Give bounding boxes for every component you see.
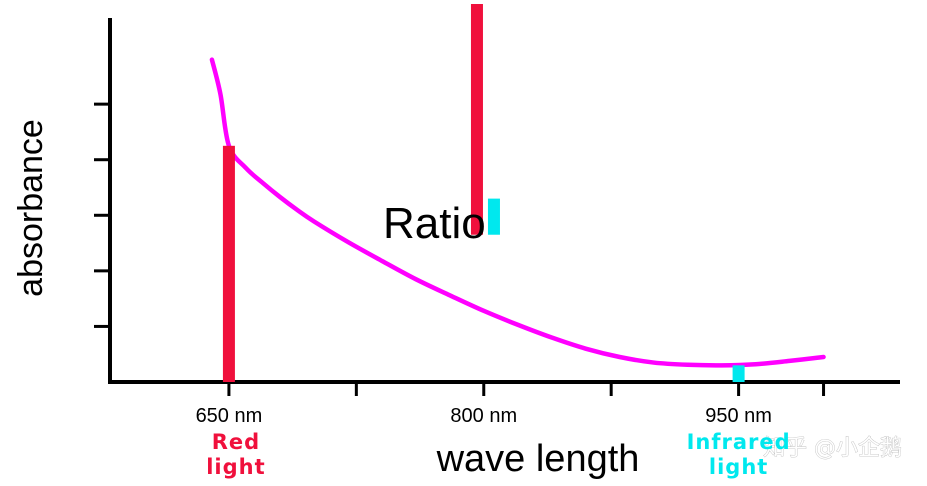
axes-layer: 650 nm 800 nm 950 nm — [94, 18, 900, 427]
ratio-label: Ratio — [383, 199, 486, 248]
annotation-2-line-1: Infrared — [687, 430, 791, 454]
series-layer — [209, 57, 826, 368]
annotation-1-line-1: Red — [212, 430, 260, 454]
annotation-1-line-2: light — [206, 455, 265, 479]
x-tick-label-1: 650 nm — [196, 405, 263, 427]
x-axis-title: wave length — [436, 438, 640, 480]
ratio-infrared-bar — [487, 198, 500, 235]
watermark: 知乎 @小企鹅 — [763, 436, 902, 461]
y-axis-title: absorbance — [12, 119, 50, 297]
absorbance-curve-1 — [209, 57, 826, 368]
wavelength-bar-2 — [732, 365, 745, 382]
bars-layer — [222, 4, 745, 382]
x-tick-label-3: 800 nm — [450, 405, 517, 427]
x-tick-label-5: 950 nm — [705, 405, 772, 427]
wavelength-bar-1 — [222, 145, 235, 382]
ratio-red-bar — [470, 4, 483, 235]
labels-layer: absorbance wave length Ratio 知乎 @小企鹅 Red… — [12, 119, 902, 480]
annotation-2-line-2: light — [709, 455, 768, 479]
